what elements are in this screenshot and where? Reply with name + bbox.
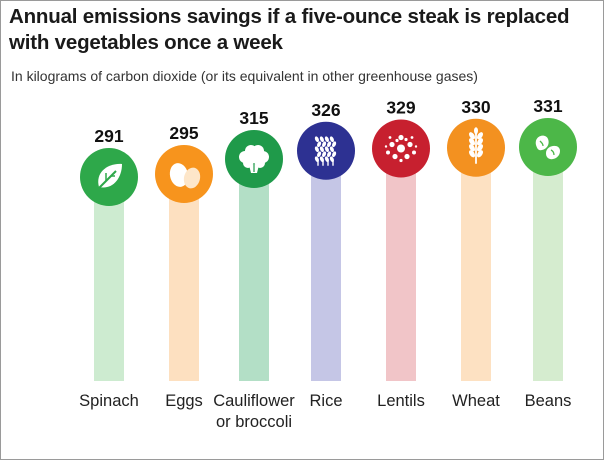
bar-group-eggs: 295 Eggs [155,123,213,410]
category-label-cauliflower: Cauliflower or broccoli [213,392,295,431]
chart-title: Annual emissions savings if a five-ounce… [9,5,570,54]
rice-icon [314,136,337,166]
bar-wheat [461,147,491,381]
eggs-icon [169,163,201,189]
bar-group-lentils: 329 Lentils [372,98,430,410]
category-label-rice: Rice [309,392,342,410]
leaf-icon [96,163,122,191]
category-label-wheat: Wheat [452,392,500,410]
bar-rice [311,150,341,381]
wheat-icon [468,127,484,164]
cauliflower-icon [239,145,269,173]
beans-icon [535,135,560,160]
value-label-cauliflower: 315 [239,108,268,128]
lentils-icon [384,134,418,163]
value-label-lentils: 329 [386,98,415,118]
bar-group-rice: 326 Rice [297,100,355,410]
chart-subtitle: In kilograms of carbon dioxide (or its e… [11,68,478,84]
value-label-beans: 331 [533,96,562,116]
bar-beans [533,147,563,381]
value-label-wheat: 330 [461,97,490,117]
bar-group-spinach: 291 Spinach [79,126,139,410]
bar-spinach [94,177,124,381]
bar-cauliflower [239,159,269,381]
category-label-beans: Beans [525,392,572,410]
bar-group-beans: 331 Beans [519,96,577,410]
category-label-lentils: Lentils [377,392,425,410]
category-label-spinach: Spinach [79,392,139,410]
bar-cap-beans [519,118,577,176]
value-label-rice: 326 [311,100,340,120]
value-label-spinach: 291 [94,126,123,146]
bar-lentils [386,148,416,381]
bar-eggs [169,174,199,381]
bar-group-wheat: 330 Wheat [447,97,505,410]
value-label-eggs: 295 [169,123,198,143]
bar-group-cauliflower: 315 Cauliflower or broccoli [213,108,295,431]
category-label-eggs: Eggs [165,392,203,410]
